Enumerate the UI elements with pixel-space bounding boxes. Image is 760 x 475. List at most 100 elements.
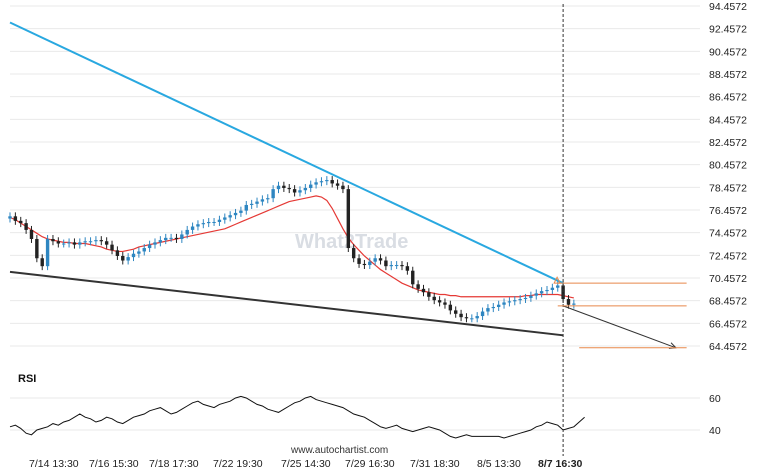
candle-76 bbox=[416, 280, 420, 293]
candle-body-94 bbox=[513, 300, 517, 302]
candle-body-93 bbox=[507, 301, 512, 303]
candle-85 bbox=[464, 313, 469, 323]
candle-57 bbox=[314, 178, 318, 189]
candle-body-10 bbox=[62, 243, 66, 245]
candle-body-83 bbox=[454, 310, 458, 314]
candle-body-41 bbox=[228, 215, 232, 218]
candle-30 bbox=[169, 233, 173, 242]
candle-body-14 bbox=[83, 241, 87, 243]
candle-body-51 bbox=[282, 185, 286, 188]
candle-body-4 bbox=[29, 229, 34, 239]
candle-body-21 bbox=[121, 255, 125, 261]
candle-body-77 bbox=[421, 288, 426, 293]
candle-body-23 bbox=[131, 253, 136, 258]
candle-body-56 bbox=[309, 184, 313, 188]
candle-body-12 bbox=[72, 242, 77, 245]
candle-body-58 bbox=[319, 181, 324, 183]
candle-21 bbox=[121, 252, 125, 265]
candle-body-73 bbox=[400, 265, 404, 267]
x-tick-label-8: 8/7 16:30 bbox=[538, 458, 583, 470]
touch-marker bbox=[553, 276, 561, 284]
candle-10 bbox=[62, 239, 66, 248]
candle-74 bbox=[405, 262, 410, 275]
candle-62 bbox=[341, 181, 345, 194]
moving-average-line bbox=[9, 195, 574, 299]
y-tick-label-11: 72.4572 bbox=[709, 250, 747, 262]
y-tick-label-12: 70.4572 bbox=[709, 273, 747, 285]
y-tick-label-2: 90.4572 bbox=[709, 46, 747, 58]
candle-56 bbox=[309, 180, 313, 192]
candle-body-19 bbox=[110, 244, 114, 251]
y-tick-label-4: 86.4572 bbox=[709, 92, 747, 104]
candle-50 bbox=[276, 181, 281, 194]
candle-body-27 bbox=[153, 242, 157, 245]
candle-90 bbox=[491, 303, 495, 313]
rsi-panel: 60 40 bbox=[9, 393, 721, 439]
candle-1 bbox=[13, 212, 18, 225]
candle-body-63 bbox=[346, 189, 351, 249]
candle-body-42 bbox=[233, 212, 238, 216]
candle-body-64 bbox=[351, 248, 356, 259]
candle-0 bbox=[8, 212, 12, 223]
candle-body-99 bbox=[539, 291, 544, 294]
candle-body-90 bbox=[491, 306, 495, 309]
candle-body-32 bbox=[180, 234, 184, 239]
candle-body-20 bbox=[115, 250, 120, 256]
candle-body-48 bbox=[266, 198, 270, 200]
y-tick-label-3: 88.4572 bbox=[709, 69, 747, 81]
candle-29 bbox=[164, 233, 168, 245]
candle-body-74 bbox=[405, 266, 410, 271]
candle-body-67 bbox=[368, 261, 372, 266]
candle-105 bbox=[572, 299, 576, 309]
candle-body-33 bbox=[185, 229, 189, 235]
candle-body-82 bbox=[448, 304, 453, 311]
candle-26 bbox=[147, 240, 152, 253]
candle-23 bbox=[131, 249, 136, 262]
candle-9 bbox=[56, 237, 61, 248]
candle-41 bbox=[228, 211, 232, 222]
candle-body-53 bbox=[292, 189, 297, 193]
candle-101 bbox=[550, 283, 555, 294]
candle-body-25 bbox=[142, 248, 146, 252]
candle-47 bbox=[260, 195, 265, 206]
candle-body-105 bbox=[572, 303, 576, 305]
candle-16 bbox=[94, 236, 98, 246]
candle-78 bbox=[427, 288, 431, 301]
candle-body-45 bbox=[249, 203, 254, 205]
candle-37 bbox=[206, 218, 211, 228]
candle-34 bbox=[190, 222, 195, 234]
candle-36 bbox=[201, 219, 206, 229]
x-tick-label-1: 7/16 15:30 bbox=[89, 458, 139, 470]
candle-84 bbox=[459, 309, 463, 322]
candle-94 bbox=[513, 296, 517, 306]
candle-body-88 bbox=[480, 311, 485, 317]
candle-18 bbox=[104, 237, 109, 249]
candle-79 bbox=[432, 292, 436, 305]
y-tick-label-0: 94.4572 bbox=[709, 1, 747, 13]
candle-body-17 bbox=[99, 240, 103, 242]
candle-75 bbox=[411, 266, 415, 289]
candle-body-44 bbox=[244, 204, 248, 211]
candle-92 bbox=[502, 298, 506, 309]
candle-body-7 bbox=[45, 238, 50, 267]
candle-body-8 bbox=[51, 238, 55, 242]
candle-55 bbox=[303, 184, 308, 195]
candle-13 bbox=[78, 238, 82, 249]
candle-body-40 bbox=[223, 217, 227, 220]
candle-14 bbox=[83, 237, 87, 247]
candle-body-13 bbox=[78, 242, 82, 245]
candle-72 bbox=[394, 261, 399, 270]
candle-81 bbox=[443, 298, 447, 309]
candle-body-86 bbox=[470, 318, 474, 320]
candle-6 bbox=[40, 254, 44, 271]
candle-body-80 bbox=[437, 300, 442, 303]
candle-65 bbox=[357, 254, 361, 268]
candle-24 bbox=[137, 247, 141, 258]
candles-layer bbox=[8, 176, 576, 323]
candle-body-43 bbox=[239, 210, 243, 213]
candle-89 bbox=[486, 304, 490, 316]
candle-body-38 bbox=[212, 221, 216, 223]
candle-45 bbox=[249, 199, 254, 209]
x-tick-label-3: 7/22 19:30 bbox=[213, 458, 263, 470]
